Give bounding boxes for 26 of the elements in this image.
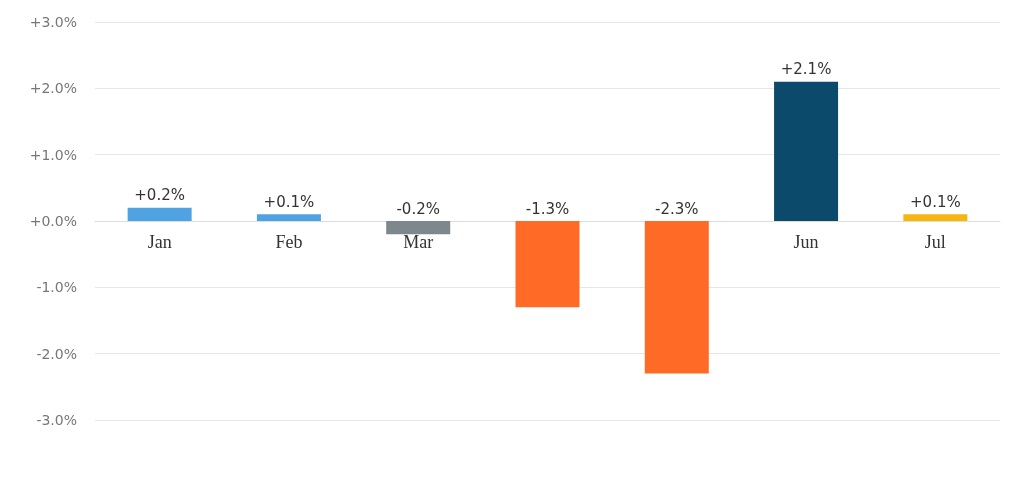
bar	[515, 221, 580, 308]
bar	[127, 207, 192, 221]
y-tick-label: +2.0%	[29, 80, 77, 97]
data-label: -0.2%	[396, 199, 440, 218]
data-label: +0.2%	[134, 186, 185, 205]
y-tick-label: -2.0%	[36, 345, 77, 362]
y-tick-label: +0.0%	[29, 213, 77, 229]
y-tick-label: -3.0%	[36, 412, 77, 428]
bar	[903, 214, 968, 221]
x-tick-label: Feb	[275, 232, 303, 252]
bar	[386, 221, 451, 235]
data-label: -1.3%	[525, 199, 570, 218]
y-tick-label: +3.0%	[29, 14, 77, 30]
x-tick-label: Jan	[147, 232, 172, 252]
y-tick-label: +1.0%	[29, 146, 77, 163]
bar	[256, 214, 321, 221]
bar	[644, 221, 709, 374]
data-label: +0.1%	[910, 192, 961, 211]
data-label: +0.1%	[263, 192, 315, 211]
data-label: -2.3%	[655, 199, 699, 218]
y-tick-label: -1.0%	[36, 279, 77, 296]
data-label: +2.1%	[780, 60, 832, 79]
x-tick-label: Jun	[793, 232, 819, 252]
x-tick-label: Mar	[403, 232, 434, 252]
x-tick-label: Jul	[924, 232, 946, 252]
bar	[774, 81, 839, 221]
